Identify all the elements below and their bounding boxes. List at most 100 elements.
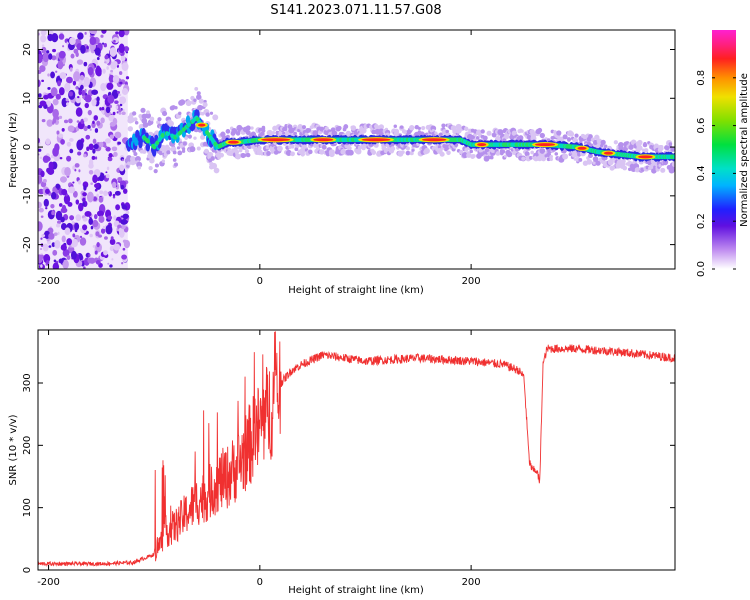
heatmap-noise-cell — [75, 214, 82, 222]
heatmap-noise-cell — [59, 156, 63, 160]
heatmap-noise-cell — [72, 80, 77, 86]
heatmap-noise-cell — [44, 156, 51, 162]
heatmap-x-tick-label: 200 — [462, 276, 481, 287]
heatmap-noise-cell — [75, 95, 82, 104]
heatmap-noise-cell — [79, 74, 85, 81]
heatmap-halo-cell — [495, 135, 501, 142]
heatmap-noise-cell — [88, 143, 94, 151]
heatmap-halo-cell — [594, 134, 600, 141]
heatmap-halo-cell — [622, 165, 628, 171]
heatmap-peak-cell — [477, 143, 487, 147]
snr-series-line — [38, 331, 675, 567]
heatmap-noise-cell — [95, 260, 101, 265]
heatmap-noise-cell — [112, 60, 118, 67]
heatmap-noise-cell — [83, 185, 87, 191]
heatmap-noise-cell — [107, 94, 115, 104]
heatmap-halo-cell — [592, 156, 599, 162]
heatmap-halo-cell — [193, 136, 197, 140]
heatmap-noise-cell — [39, 247, 43, 251]
heatmap-halo-cell — [134, 155, 141, 163]
heatmap-noise-cell — [112, 196, 116, 199]
heatmap-noise-cell — [60, 139, 65, 145]
heatmap-noise-cell — [64, 166, 71, 177]
heatmap-noise-cell — [88, 253, 91, 257]
heatmap-noise-cell — [38, 93, 42, 98]
heatmap-noise-cell — [64, 82, 71, 92]
heatmap-noise-cell — [41, 79, 45, 83]
heatmap-noise-cell — [121, 62, 129, 71]
heatmap-noise-cell — [72, 233, 76, 238]
snr-frame — [37, 329, 676, 571]
heatmap-halo-cell — [293, 131, 298, 136]
colorbar: 0.0 0.2 0.4 0.6 0.8 Normalized spectral ampl… — [696, 30, 750, 277]
heatmap-halo-cell — [437, 145, 442, 149]
heatmap-noise-cell — [125, 76, 130, 80]
heatmap-halo-cell — [660, 167, 666, 173]
heatmap-noise-cell — [105, 106, 111, 114]
heatmap-noise-cell — [88, 159, 94, 166]
heatmap-noise-cell — [51, 242, 56, 248]
heatmap-noise-cell — [100, 117, 105, 124]
heatmap-halo-cell — [331, 130, 338, 137]
heatmap-noise-cell — [114, 131, 122, 139]
heatmap-noise-cell — [93, 143, 99, 150]
heatmap-noise-cell — [112, 37, 120, 44]
heatmap-halo-cell — [459, 149, 464, 155]
heatmap-noise-cell — [111, 181, 117, 189]
heatmap-halo-cell — [480, 129, 485, 134]
heatmap-halo-cell — [194, 87, 199, 91]
heatmap-noise-cell — [122, 188, 128, 194]
heatmap-x-tick-label: -200 — [37, 276, 60, 287]
heatmap-halo-cell — [220, 131, 226, 138]
heatmap-noise-cell — [114, 100, 119, 104]
heatmap-noise-cell — [89, 128, 92, 131]
heatmap-noise-cell — [108, 74, 115, 83]
heatmap-peak-cell — [198, 123, 206, 127]
heatmap-noise-cell — [89, 30, 96, 35]
heatmap-noise-cell — [76, 59, 84, 65]
heatmap-halo-cell — [541, 156, 546, 162]
heatmap-noise-cell — [76, 120, 80, 123]
heatmap-noise-cell — [117, 141, 122, 145]
heatmap-noise-cell — [120, 184, 125, 190]
heatmap-halo-cell — [245, 152, 251, 158]
heatmap-noise-cell — [102, 42, 105, 45]
heatmap-noise-cell — [118, 112, 122, 115]
heatmap-halo-cell — [290, 151, 295, 157]
heatmap-halo-cell — [153, 169, 158, 174]
heatmap-noise-cell — [55, 93, 61, 100]
heatmap-noise-cell — [50, 87, 58, 97]
heatmap-halo-cell — [405, 150, 411, 156]
heatmap-noise-cell — [52, 249, 58, 256]
heatmap-halo-cell — [371, 150, 377, 155]
heatmap-noise-cell — [115, 105, 119, 110]
heatmap-halo-cell — [643, 142, 647, 146]
heatmap-halo-cell — [142, 149, 147, 154]
heatmap-noise-cell — [84, 88, 87, 93]
heatmap-noise-cell — [52, 98, 59, 106]
heatmap-halo-cell — [297, 128, 301, 133]
heatmap-noise-cell — [77, 151, 82, 156]
snr-y-axis-label: SNR (10 * v/v) — [8, 414, 19, 485]
heatmap-halo-cell — [319, 149, 325, 155]
heatmap-noise-cell — [91, 219, 99, 228]
heatmap-x-axis-label: Height of straight line (km) — [288, 285, 424, 296]
heatmap-halo-cell — [301, 125, 307, 130]
heatmap-halo-cell — [464, 126, 469, 132]
heatmap-halo-cell — [500, 149, 506, 154]
colorbar-tick-label: 0.2 — [696, 213, 707, 229]
heatmap-halo-cell — [539, 132, 545, 139]
heatmap-noise-cell — [112, 74, 120, 84]
heatmap-core-cell — [178, 130, 183, 135]
heatmap-noise-cell — [38, 201, 42, 209]
heatmap-halo-cell — [212, 114, 219, 121]
heatmap-noise-cell — [75, 107, 83, 117]
heatmap-noise-cell — [120, 219, 128, 225]
colorbar-tick-label: 0.8 — [696, 70, 707, 86]
heatmap-halo-cell — [261, 125, 266, 130]
heatmap-noise-cell — [62, 45, 65, 48]
heatmap-noise-cell — [106, 82, 114, 90]
heatmap-noise-layer — [38, 30, 131, 269]
heatmap-halo-cell — [282, 131, 286, 135]
